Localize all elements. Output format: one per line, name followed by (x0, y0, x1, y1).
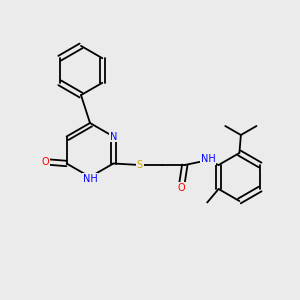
Text: NH: NH (200, 154, 215, 164)
Text: NH: NH (82, 173, 98, 184)
Text: O: O (42, 157, 50, 167)
Text: O: O (178, 183, 186, 193)
Text: S: S (137, 160, 143, 170)
Text: N: N (110, 131, 117, 142)
